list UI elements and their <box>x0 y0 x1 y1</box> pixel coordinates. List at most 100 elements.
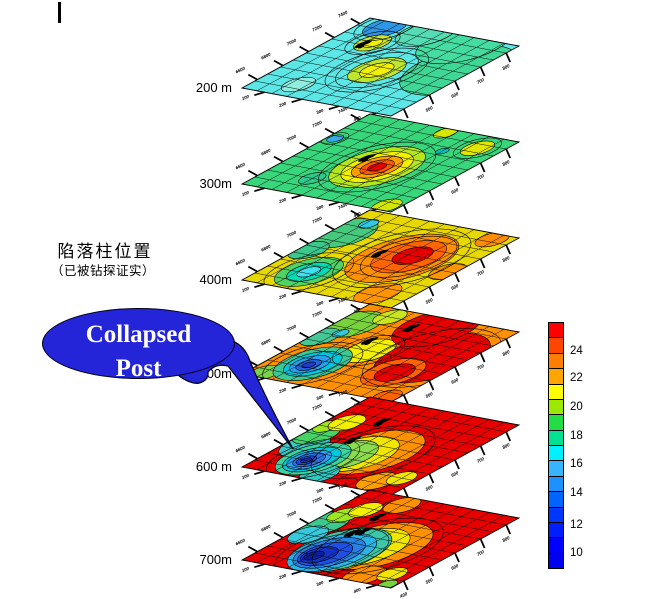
axis-tick-label: 800 <box>502 63 511 71</box>
axis-tick-label: 800 <box>502 349 511 357</box>
colorbar-tick-label: 10 <box>570 547 583 560</box>
axis-tick-label: 7200 <box>311 24 323 33</box>
axis-tick-label: 6800 <box>260 524 272 533</box>
callout-bubble: Collapsed Post <box>42 308 235 379</box>
colorbar-tick-label: 20 <box>570 401 583 414</box>
axis-tick-label: 800 <box>502 255 511 263</box>
axis-tick-label: 700 <box>476 363 485 371</box>
callout-text-line2: Post <box>115 355 162 379</box>
axis-tick-label: 6600 <box>235 538 247 547</box>
axis-tick <box>328 297 340 303</box>
axis-tick-label: 6600 <box>235 258 247 267</box>
axis-tick-label: 300 <box>315 487 324 494</box>
colorbar-cell <box>548 352 564 370</box>
axis-tick <box>328 105 340 111</box>
depth-label-300: 300m <box>199 176 232 191</box>
axis-tick <box>402 580 409 591</box>
axis-tick <box>505 244 512 255</box>
axis-tick <box>505 52 512 63</box>
colorbar <box>548 322 564 569</box>
axis-tick-label: 600 <box>450 470 459 478</box>
axis-tick-label: 7200 <box>311 496 323 505</box>
axis-tick-label: 100 <box>241 473 250 480</box>
axis-tick-label: 700 <box>476 77 485 85</box>
axis-tick-label: 200 <box>277 293 287 301</box>
colorbar-cell <box>548 537 564 554</box>
axis-tick <box>479 352 486 363</box>
depth-label-600: 600 m <box>196 459 232 474</box>
axis-tick-label: 500 <box>425 484 434 492</box>
colorbar-cell <box>548 368 564 385</box>
axis-tick-label: 7200 <box>311 120 323 129</box>
axis-tick <box>299 517 309 525</box>
axis-tick-label: 200 <box>277 573 287 581</box>
axis-tick <box>365 584 377 590</box>
axis-tick-label: 7400 <box>337 389 349 398</box>
axis-tick-label: 700 <box>476 456 485 464</box>
axis-tick-label: 6800 <box>260 431 272 440</box>
annotation-cn-line2: （已被钻探证实） <box>50 264 155 278</box>
axis-tick <box>454 80 460 91</box>
axis-tick <box>273 438 284 446</box>
colorbar-tick-label: 22 <box>570 371 583 384</box>
axis-tick <box>254 470 265 476</box>
depth-label-700: 700m <box>199 552 232 567</box>
colorbar-cell <box>548 445 564 462</box>
axis-tick <box>505 338 512 349</box>
axis-tick <box>479 445 486 456</box>
axis-tick-label: 600 <box>450 377 459 385</box>
axis-tick <box>254 563 265 569</box>
colorbar-cell <box>548 460 564 477</box>
axis-tick-label: 6800 <box>260 148 272 157</box>
axis-tick <box>428 94 435 105</box>
axis-tick-label: 500 <box>425 105 434 113</box>
axis-tick-label: 600 <box>450 563 459 571</box>
axis-tick-label: 7400 <box>337 296 349 305</box>
axis-tick <box>505 431 512 442</box>
axis-tick-label: 600 <box>450 91 459 99</box>
axis-tick <box>428 380 435 391</box>
axis-tick <box>350 489 361 497</box>
axis-tick-label: 700 <box>476 269 485 277</box>
axis-tick <box>299 237 309 245</box>
axis-tick-label: 300 <box>315 394 324 401</box>
axis-tick <box>328 577 340 583</box>
axis-tick-label: 700 <box>476 549 485 557</box>
axis-tick-label: 400 <box>352 587 362 595</box>
axis-tick <box>454 272 460 283</box>
colorbar-tick-label: 16 <box>570 458 583 471</box>
axis-tick <box>324 503 335 511</box>
axis-tick-label: 7000 <box>286 134 298 143</box>
axis-tick-label: 7000 <box>286 510 298 519</box>
axis-tick <box>324 410 335 418</box>
axis-tick-label: 7400 <box>337 10 349 19</box>
axis-tick <box>328 201 340 207</box>
colorbar-cell <box>548 521 564 539</box>
colorbar-cell <box>548 414 564 431</box>
axis-tick-label: 6800 <box>260 338 272 347</box>
axis-tick <box>273 155 284 163</box>
axis-tick <box>505 524 512 535</box>
colorbar-cell <box>548 552 564 569</box>
colorbar-cell <box>548 506 564 523</box>
axis-tick-label: 200 <box>277 480 287 488</box>
axis-tick <box>291 384 302 390</box>
contour-layer-500 <box>230 293 553 408</box>
axis-tick-label: 500 <box>425 201 434 209</box>
axis-tick-label: 7000 <box>286 38 298 47</box>
axis-tick <box>299 141 309 149</box>
colorbar-cell <box>548 429 564 446</box>
axis-tick <box>402 300 409 311</box>
axis-tick-label: 800 <box>502 159 511 167</box>
axis-tick <box>402 394 409 405</box>
axis-tick-label: 800 <box>502 535 511 543</box>
axis-tick <box>402 204 409 215</box>
axis-tick-label: 200 <box>277 387 287 395</box>
axis-tick <box>328 484 340 490</box>
axis-tick-label: 100 <box>241 566 250 573</box>
axis-tick-label: 7400 <box>337 482 349 491</box>
axis-tick <box>428 286 435 297</box>
axis-tick <box>428 473 435 484</box>
